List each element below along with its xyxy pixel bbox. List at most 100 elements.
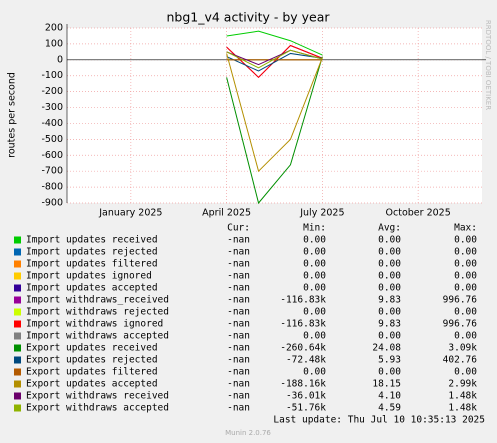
series-line xyxy=(226,56,323,205)
legend-avg: 0.00 xyxy=(378,259,401,270)
legend-cur: -nan xyxy=(227,379,250,390)
series-line xyxy=(226,52,323,72)
legend-max: 2.99k xyxy=(448,379,477,390)
legend-swatch xyxy=(14,392,21,400)
legend-label: Import updates filtered xyxy=(26,259,158,270)
legend-min: -72.48k xyxy=(286,355,326,366)
legend-label: Export updates received xyxy=(26,343,158,354)
legend-avg: 0.00 xyxy=(378,307,401,318)
last-update: Last update: Thu Jul 10 10:35:13 2025 xyxy=(273,415,485,426)
legend-min: 0.00 xyxy=(303,235,326,246)
legend-avg: 18.15 xyxy=(372,379,401,390)
legend-max: 0.00 xyxy=(454,367,477,378)
legend-label: Export updates rejected xyxy=(26,355,158,366)
legend-label: Import updates received xyxy=(26,235,158,246)
legend-avg: 0.00 xyxy=(378,331,401,342)
legend-label: Import withdraws rejected xyxy=(26,307,169,318)
legend-min: 0.00 xyxy=(303,331,326,342)
y-tick-label: -200 xyxy=(41,86,63,97)
x-tick-label: January 2025 xyxy=(98,208,162,219)
legend-avg: 0.00 xyxy=(378,235,401,246)
legend-swatch xyxy=(14,248,21,256)
legend-min: 0.00 xyxy=(303,283,326,294)
legend-cur: -nan xyxy=(227,403,250,414)
series-line xyxy=(226,44,323,79)
plot-area xyxy=(67,28,482,203)
legend-min: -116.83k xyxy=(280,319,326,330)
legend-cur: -nan xyxy=(227,331,250,342)
legend-label: Export updates accepted xyxy=(26,379,158,390)
legend-cur: -nan xyxy=(227,355,250,366)
y-tick-label: -400 xyxy=(41,118,63,129)
legend-cur: -nan xyxy=(227,295,250,306)
legend-max: 402.76 xyxy=(443,355,478,366)
y-tick-label: -500 xyxy=(41,134,63,145)
legend-cur: -nan xyxy=(227,283,250,294)
legend-max: 996.76 xyxy=(443,295,478,306)
y-tick-label: -100 xyxy=(41,70,63,81)
legend-max: 0.00 xyxy=(454,235,477,246)
legend-swatch xyxy=(14,368,21,376)
legend-cur: -nan xyxy=(227,319,250,330)
legend-cur: -nan xyxy=(227,259,250,270)
legend-avg: 4.10 xyxy=(378,391,401,402)
legend-swatch xyxy=(14,380,21,388)
legend-min: -260.64k xyxy=(280,343,326,354)
legend-label: Import withdraws_received xyxy=(26,295,169,306)
legend-min: 0.00 xyxy=(303,367,326,378)
legend-header: Cur: xyxy=(227,223,250,234)
legend-cur: -nan xyxy=(227,235,250,246)
x-tick-label: July 2025 xyxy=(299,208,344,219)
legend-avg: 24.08 xyxy=(372,343,401,354)
legend-header: Max: xyxy=(454,223,477,234)
y-tick-label: 0 xyxy=(57,54,63,65)
y-tick-label: -900 xyxy=(41,198,63,209)
legend-max: 0.00 xyxy=(454,271,477,282)
series-line xyxy=(226,49,323,69)
legend-max: 1.48k xyxy=(448,391,477,402)
chart-title: nbg1_v4 activity - by year xyxy=(166,10,330,25)
legend-swatch xyxy=(14,320,21,328)
legend-swatch xyxy=(14,260,21,268)
legend-min: -188.16k xyxy=(280,379,326,390)
legend-min: 0.00 xyxy=(303,247,326,258)
legend-label: Import updates rejected xyxy=(26,247,158,258)
legend-label: Import updates ignored xyxy=(26,271,152,282)
legend-max: 0.00 xyxy=(454,331,477,342)
legend-avg: 5.93 xyxy=(378,355,401,366)
legend-header: Avg: xyxy=(378,223,401,234)
y-tick-label: 200 xyxy=(45,23,63,34)
legend-avg: 9.83 xyxy=(378,319,401,330)
footer: Munin 2.0.76 xyxy=(225,429,271,437)
legend-avg: 9.83 xyxy=(378,295,401,306)
legend-swatch xyxy=(14,272,21,280)
legend-avg: 0.00 xyxy=(378,367,401,378)
series-line xyxy=(226,53,323,173)
legend-cur: -nan xyxy=(227,271,250,282)
legend-cur: -nan xyxy=(227,367,250,378)
legend-swatch xyxy=(14,356,21,364)
x-tick-label: April 2025 xyxy=(202,208,251,219)
legend-label: Import withdraws ignored xyxy=(26,319,163,330)
y-axis-label: routes per second xyxy=(7,72,18,158)
legend-label: Import withdraws accepted xyxy=(26,331,169,342)
legend-max: 0.00 xyxy=(454,247,477,258)
legend-label: Export withdraws accepted xyxy=(26,403,169,414)
legend-swatch xyxy=(14,404,21,412)
legend-swatch xyxy=(14,344,21,352)
legend-swatch xyxy=(14,332,21,340)
legend-cur: -nan xyxy=(227,343,250,354)
y-tick-label: -800 xyxy=(41,182,63,193)
series-line xyxy=(226,30,323,56)
y-tick-label: -700 xyxy=(41,166,63,177)
legend-swatch xyxy=(14,284,21,292)
side-label: RRDTOOL / TOBI OETIKER xyxy=(484,20,492,110)
legend-max: 0.00 xyxy=(454,307,477,318)
legend-max: 0.00 xyxy=(454,259,477,270)
legend-label: Export updates filtered xyxy=(26,367,158,378)
legend-max: 996.76 xyxy=(443,319,478,330)
legend-min: -116.83k xyxy=(280,295,326,306)
legend-min: 0.00 xyxy=(303,307,326,318)
legend-cur: -nan xyxy=(227,247,250,258)
legend-avg: 0.00 xyxy=(378,271,401,282)
